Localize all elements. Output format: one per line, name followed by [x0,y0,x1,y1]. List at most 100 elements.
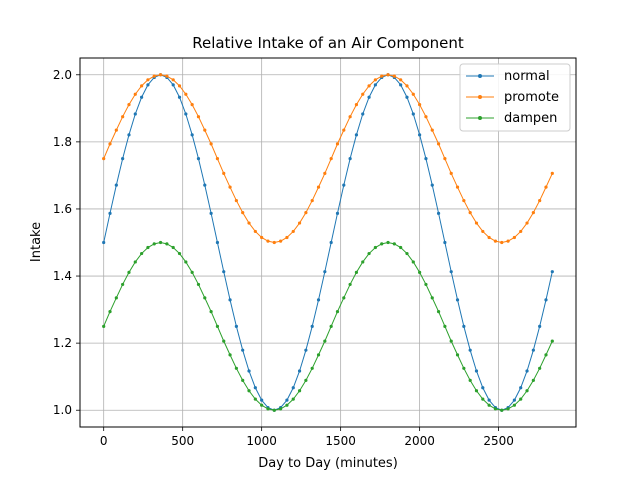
data-point-dampen [114,296,118,300]
x-tick-label: 1500 [325,434,356,448]
data-point-dampen [158,240,163,245]
data-point-dampen [165,242,169,246]
data-point-promote [531,211,535,215]
data-point-dampen [373,245,377,250]
data-point-normal [348,157,352,161]
data-point-promote [203,128,207,132]
data-point-normal [449,270,453,274]
data-point-normal [436,211,441,215]
data-point-promote [405,84,409,88]
data-point-dampen [196,282,201,287]
data-point-dampen [538,366,542,370]
data-point-dampen [348,282,352,287]
data-point-normal [234,324,238,328]
data-point-promote [310,198,314,203]
data-point-normal [260,398,264,402]
data-point-promote [177,84,182,88]
data-point-normal [209,211,213,215]
data-point-normal [215,240,220,245]
data-point-dampen [380,242,384,246]
data-point-promote [354,103,359,107]
chart-title: Relative Intake of an Air Component [192,34,464,52]
data-point-promote [399,78,403,82]
data-point-dampen [203,296,207,300]
data-point-dampen [474,389,479,393]
data-point-dampen [108,310,112,314]
data-point-promote [512,235,516,240]
data-point-promote [140,84,144,88]
data-point-normal [297,369,302,373]
y-axis-label: Intake [29,222,44,262]
data-point-promote [291,229,295,234]
data-point-promote [297,221,302,225]
legend-item-promote: promote [466,90,559,105]
data-point-normal [121,157,125,161]
data-point-promote [550,171,554,175]
data-point-dampen [430,296,434,300]
data-point-promote [436,142,441,146]
data-point-promote [386,73,390,77]
x-tick-label: 2500 [483,434,514,448]
data-point-normal [342,183,346,187]
data-point-dampen [392,242,396,246]
data-point-normal [304,348,308,352]
series-promote [102,73,554,245]
data-point-dampen [468,378,472,382]
data-point-promote [114,128,118,132]
data-point-dampen [443,324,447,328]
data-point-normal [468,348,472,352]
data-point-normal [133,112,137,116]
data-point-dampen [519,397,523,401]
data-point-promote [215,157,220,161]
legend-label-dampen: dampen [504,111,557,126]
data-point-promote [272,240,276,245]
data-point-normal [367,95,371,99]
data-point-dampen [525,389,529,393]
data-point-promote [443,157,447,161]
data-point-normal [462,324,466,328]
data-point-dampen [506,407,510,411]
data-point-promote [196,115,201,119]
data-point-dampen [323,339,327,343]
legend-item-dampen: dampen [466,111,557,126]
data-point-dampen [177,251,182,256]
data-point-normal [411,112,415,116]
data-point-dampen [310,366,314,370]
data-point-normal [291,386,295,390]
data-point-promote [424,115,428,119]
data-point-normal [525,369,529,373]
data-point-dampen [500,408,504,412]
data-point-dampen [171,245,175,250]
data-point-dampen [481,397,485,401]
data-point-normal [184,112,188,116]
data-point-promote [121,115,125,119]
data-point-normal [140,95,144,99]
data-point-promote [348,115,352,119]
data-point-normal [519,386,523,390]
legend-label-normal: normal [504,69,550,84]
data-point-dampen [531,378,535,382]
data-point-promote [165,74,169,78]
data-point-dampen [146,245,150,250]
data-point-dampen [487,403,491,407]
data-point-dampen [190,270,194,274]
data-point-dampen [411,260,415,264]
data-point-dampen [342,296,346,300]
data-point-normal [285,398,289,402]
data-point-promote [228,185,232,189]
data-point-promote [323,171,327,175]
y-tick-label: 1.6 [53,202,72,216]
data-point-dampen [462,366,466,370]
data-point-dampen [127,270,131,274]
data-point-dampen [121,282,125,287]
data-point-normal [177,95,182,99]
x-axis-label: Day to Day (minutes) [258,456,398,471]
data-point-promote [184,92,188,96]
data-point-normal [481,386,485,390]
data-point-promote [392,74,396,78]
data-point-dampen [272,408,276,412]
data-point-dampen [140,251,144,256]
data-point-dampen [102,324,106,328]
